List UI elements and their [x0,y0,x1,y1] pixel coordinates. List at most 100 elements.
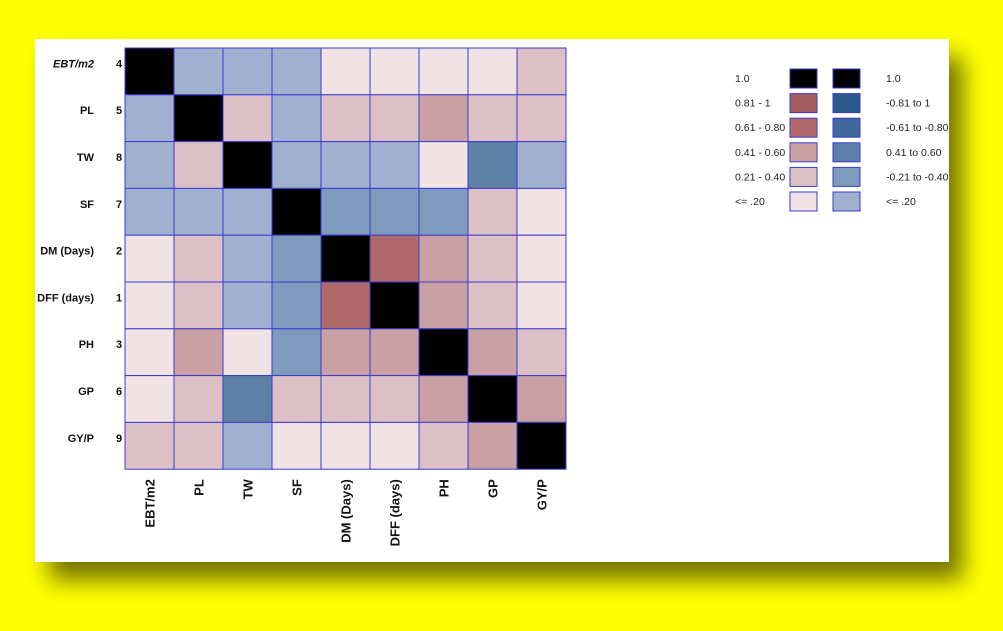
heatmap-cell-5-6 [369,234,420,283]
legend-negative-swatch [832,93,861,114]
heatmap-cell-2-5 [320,94,371,143]
heatmap-cell-4-7 [418,187,469,236]
heatmap-cell-1-9 [516,47,567,96]
legend-negative-label: -0.21 to -0.40 [886,171,949,183]
heatmap-cell-3-2 [173,141,224,189]
heatmap-cell-8-9 [516,375,567,423]
heatmap-cell-2-8 [467,94,518,143]
legend-negative-swatch [832,166,861,187]
heatmap-cell-5-7 [418,234,469,283]
heatmap-cell-2-7 [418,94,469,143]
legend-positive-label: 0.61 - 0.80 [735,122,785,134]
heatmap-cell-4-4 [271,187,322,236]
heatmap-cell-2-1 [124,94,175,143]
heatmap-cell-1-8 [467,47,518,96]
heatmap-cell-7-5 [320,328,371,377]
column-label: TW [241,478,256,499]
heatmap-cell-2-3 [222,94,273,143]
heatmap-cell-9-9 [516,421,567,470]
heatmap-cell-8-5 [320,375,371,423]
row-label: PL [80,105,94,117]
heatmap-cell-9-3 [222,421,273,470]
row-label: GP [78,386,94,398]
row-rank: 5 [116,105,122,117]
heatmap-cell-1-2 [173,47,224,96]
heatmap-cell-1-3 [222,47,273,96]
heatmap-cell-2-6 [369,94,420,143]
row-rank: 2 [116,246,122,258]
column-label: GP [486,479,501,498]
heatmap-cell-8-6 [369,375,420,423]
legend-positive-swatch [789,68,818,89]
heatmap-cell-4-2 [173,187,224,236]
heatmap-cell-3-9 [516,141,567,189]
heatmap-cell-1-1 [124,47,175,96]
legend-negative-label: <= .20 [886,196,916,208]
heatmap-cell-5-4 [271,234,322,283]
row-label: DFF (days) [37,292,94,304]
legend-positive-swatch [789,93,818,114]
heatmap-cell-6-1 [124,281,175,330]
heatmap-cell-8-8 [467,375,518,423]
row-rank: 4 [116,58,123,70]
heatmap-cell-1-5 [320,47,371,96]
heatmap-cell-3-7 [418,141,469,189]
row-rank: 3 [116,339,122,351]
heatmap-cell-6-6 [369,281,420,330]
row-label: DM (Days) [40,246,94,258]
heatmap-cell-5-9 [516,234,567,283]
heatmap-cell-3-3 [222,141,273,189]
row-labels: EBT/m2 4 PL 5 TW 8 SF 7 DM (Days) 2 DFF (days) 1 PH 3… [37,58,123,444]
heatmap-cell-6-7 [418,281,469,330]
legend-negative-swatch [832,117,861,138]
correlation-heatmap: EBT/m2 4 PL 5 TW 8 SF 7 DM (Days) 2 DFF (days) 1 PH 3… [37,47,949,546]
column-labels: EBT/m2 PL TW SF DM (Days) DFF (days) PH GP GY/P [143,478,550,546]
column-label: GY/P [535,479,550,510]
row-rank: 7 [116,199,122,211]
heatmap-cell-5-5 [320,234,371,283]
heatmap-cell-7-1 [124,328,175,377]
heatmap-cell-8-4 [271,375,322,423]
heatmap-cell-4-3 [222,187,273,236]
heatmap-cell-3-1 [124,141,175,189]
heatmap-cell-6-8 [467,281,518,330]
legend-negative-label: -0.81 to 1 [886,98,931,110]
heatmap-cell-8-7 [418,375,469,423]
heatmap-cell-1-7 [418,47,469,96]
column-label: SF [290,479,305,496]
heatmap-cell-4-1 [124,187,175,236]
heatmap-cell-4-9 [516,187,567,236]
row-rank: 9 [116,433,122,445]
heatmap-cell-8-3 [222,375,273,423]
legend-negative-swatch [832,142,861,163]
heatmap-cell-8-2 [173,375,224,423]
legend-positive-label: 0.21 - 0.40 [735,171,785,183]
row-rank: 6 [116,386,122,398]
row-label: GY/P [68,433,94,445]
heatmap-cell-6-5 [320,281,371,330]
legend-positive-label: 1.0 [735,73,750,85]
heatmap-cell-9-6 [369,421,420,470]
heatmap-cells [124,47,567,470]
heatmap-cell-9-5 [320,421,371,470]
heatmap-cell-7-2 [173,328,224,377]
legend-positive-swatch [789,191,818,212]
heatmap-cell-6-3 [222,281,273,330]
heatmap-cell-6-9 [516,281,567,330]
heatmap-cell-1-6 [369,47,420,96]
heatmap-cell-2-9 [516,94,567,143]
heatmap-cell-7-4 [271,328,322,377]
legend-negative-label: -0.61 to -0.80 [886,122,949,134]
heatmap-cell-2-2 [173,94,224,143]
heatmap-cell-5-3 [222,234,273,283]
row-label: SF [80,199,94,211]
heatmap-cell-5-8 [467,234,518,283]
heatmap-cell-9-1 [124,421,175,470]
heatmap-cell-3-8 [467,141,518,189]
legend-negative-swatch [832,191,861,212]
legend-positive-label: 0.81 - 1 [735,98,771,110]
heatmap-cell-7-6 [369,328,420,377]
column-label: DFF (days) [388,479,403,546]
heatmap-cell-3-6 [369,141,420,189]
row-label: PH [79,339,94,351]
